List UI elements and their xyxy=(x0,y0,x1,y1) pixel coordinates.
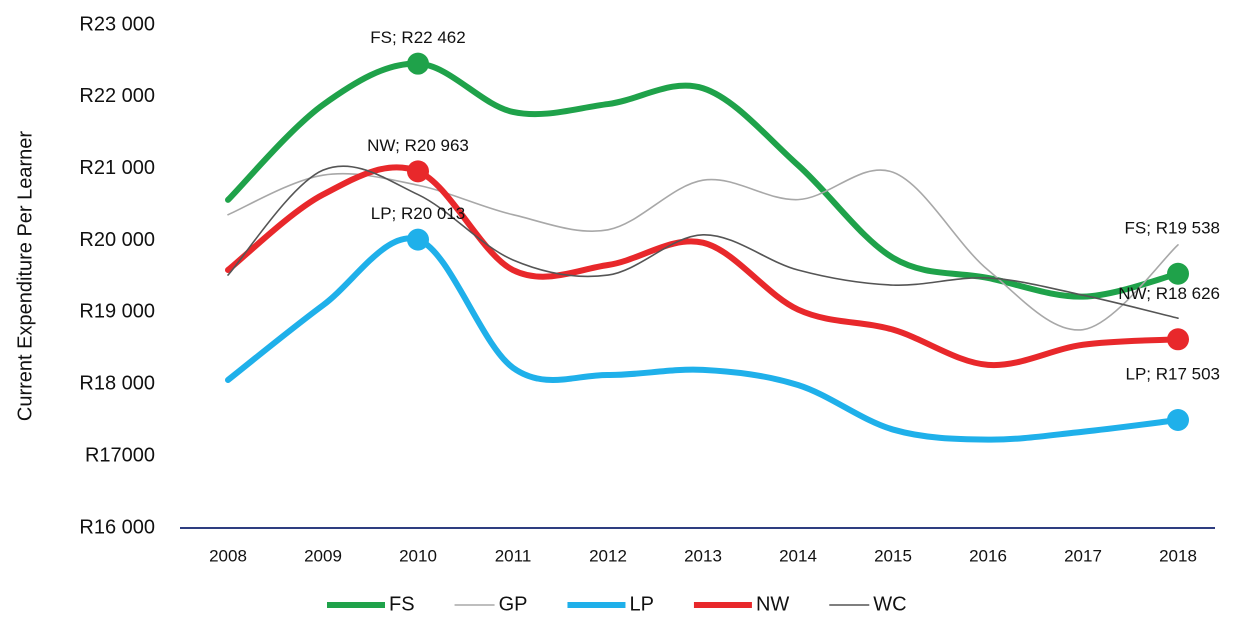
point xyxy=(407,160,429,183)
y-tick-label: R21 000 xyxy=(79,157,155,179)
y-tick-label: R19 000 xyxy=(79,301,155,323)
data-label: LP; R20 013 xyxy=(371,204,466,223)
y-tick-label: R20 000 xyxy=(79,229,155,251)
x-tick-label: 2014 xyxy=(779,546,817,565)
x-tick-label: 2017 xyxy=(1064,546,1102,565)
x-tick-label: 2016 xyxy=(969,546,1007,565)
legend-label: GP xyxy=(499,593,528,615)
x-tick-label: 2015 xyxy=(874,546,912,565)
y-tick-label: R22 000 xyxy=(79,85,155,107)
y-tick-label: R17000 xyxy=(85,444,155,466)
x-tick-label: 2008 xyxy=(209,546,247,565)
point xyxy=(407,52,429,75)
legend-label: WC xyxy=(873,593,906,615)
y-axis-label: Current Expenditure Per Learner xyxy=(14,131,36,421)
data-label: NW; R18 626 xyxy=(1118,284,1220,303)
data-label: NW; R20 963 xyxy=(367,136,469,155)
series-line xyxy=(225,235,1181,443)
x-tick-label: 2011 xyxy=(495,546,532,565)
x-tick-label: 2009 xyxy=(304,546,342,565)
x-tick-label: 2013 xyxy=(684,546,722,565)
series-line xyxy=(225,164,1181,369)
x-tick-label: 2010 xyxy=(399,546,437,565)
point xyxy=(1167,328,1189,351)
legend-label: LP xyxy=(629,593,653,615)
series-line xyxy=(227,165,1179,319)
legend-label: FS xyxy=(389,593,415,615)
data-label: LP; R17 503 xyxy=(1125,364,1220,383)
x-tick-label: 2012 xyxy=(589,546,627,565)
point xyxy=(1167,408,1189,431)
data-label: FS; R22 462 xyxy=(370,28,465,47)
y-tick-label: R23 000 xyxy=(79,13,155,35)
point xyxy=(407,228,429,251)
x-tick-label: 2018 xyxy=(1159,546,1197,565)
series-line xyxy=(227,169,1179,331)
y-tick-label: R16 000 xyxy=(79,516,155,538)
point xyxy=(1167,262,1189,285)
data-label: FS; R19 538 xyxy=(1125,218,1220,237)
legend-label: NW xyxy=(756,593,789,615)
y-tick-label: R18 000 xyxy=(79,373,155,395)
